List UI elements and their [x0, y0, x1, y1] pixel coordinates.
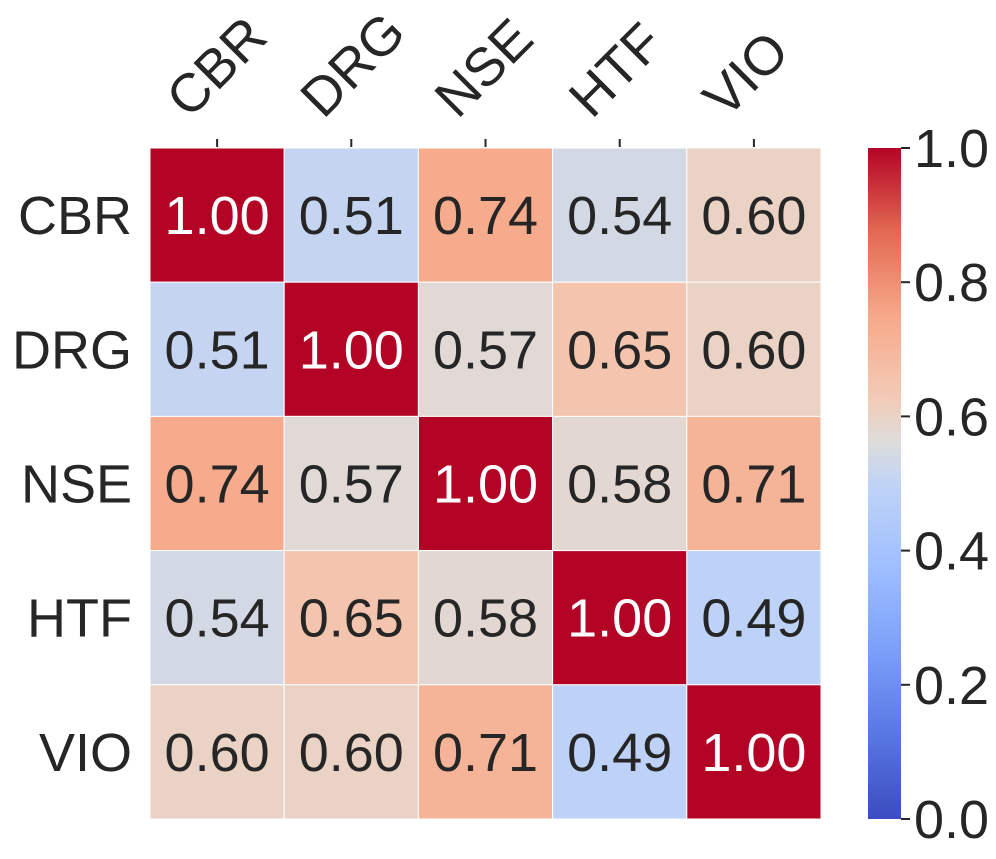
heatmap-cell — [686, 147, 822, 283]
x-tick-label: CBR — [155, 5, 278, 128]
cell-value-label: 0.60 — [701, 186, 806, 246]
heatmap-cell — [686, 415, 822, 552]
heatmap-cell — [149, 281, 285, 417]
heatmap-cell — [283, 684, 419, 820]
heatmap-cell — [283, 415, 419, 552]
x-tick-label: DRG — [289, 1, 416, 128]
heatmap-cell — [417, 684, 554, 820]
cell-value-label: 0.58 — [567, 455, 672, 515]
heatmap-cell — [686, 281, 822, 417]
cell-value-label: 1.00 — [165, 186, 270, 246]
colorbar-tick-label: 1.0 — [914, 119, 989, 179]
colorbar-tick-label: 0.0 — [914, 790, 989, 850]
heatmap-cell — [149, 684, 285, 820]
heatmap-cell — [283, 147, 419, 283]
y-tick-label: HTF — [27, 589, 132, 649]
x-axis: CBR DRG NSE HTF VIO — [155, 1, 800, 147]
heatmap-cell — [283, 550, 419, 686]
cell-value-label: 0.65 — [567, 320, 672, 380]
heatmap-cell — [552, 147, 688, 283]
colorbar-tick-label: 0.6 — [914, 387, 989, 447]
cell-value-label: 0.65 — [299, 589, 404, 649]
colorbar: 0.0 0.2 0.4 0.6 0.8 1.0 — [868, 119, 989, 850]
heatmap-cell — [686, 684, 822, 820]
cell-value-label: 0.60 — [165, 723, 270, 783]
cell-value-label: 0.54 — [165, 589, 270, 649]
colorbar-gradient — [868, 148, 901, 819]
heatmap-cell — [552, 415, 688, 552]
y-tick-label: VIO — [39, 723, 132, 783]
cell-value-label: 1.00 — [701, 723, 806, 783]
cell-value-label: 0.57 — [299, 455, 404, 515]
cell-value-label: 1.00 — [299, 320, 404, 380]
heatmap-cell — [417, 415, 554, 552]
heatmap-cell — [417, 281, 554, 417]
heatmap-cells: 1.00 0.51 0.74 0.54 0.60 0.51 1.00 0.57 0.65 0.60… — [149, 147, 822, 820]
cell-value-label: 0.49 — [701, 589, 806, 649]
cell-value-label: 0.71 — [433, 723, 538, 783]
x-tick-label: NSE — [424, 8, 545, 129]
x-tick-label: VIO — [692, 20, 800, 128]
heatmap-cell — [417, 550, 554, 686]
y-tick-label: DRG — [12, 320, 132, 380]
y-tick-label: NSE — [21, 455, 132, 515]
cell-value-label: 0.60 — [299, 723, 404, 783]
y-axis: CBR DRG NSE HTF VIO — [12, 186, 132, 783]
cell-value-label: 0.49 — [567, 723, 672, 783]
cell-value-label: 0.74 — [433, 186, 538, 246]
cell-value-label: 0.57 — [433, 320, 538, 380]
y-tick-label: CBR — [18, 186, 132, 246]
heatmap-cell — [149, 147, 285, 283]
heatmap-cell — [417, 147, 554, 283]
cell-value-label: 0.71 — [701, 455, 806, 515]
colorbar-tick-label: 0.4 — [914, 522, 989, 582]
heatmap-cell — [686, 550, 822, 686]
cell-value-label: 0.54 — [567, 186, 672, 246]
heatmap-cell — [552, 550, 688, 686]
cell-value-label: 0.74 — [165, 455, 270, 515]
heatmap-cell — [149, 550, 285, 686]
cell-value-label: 0.51 — [165, 320, 270, 380]
x-tick-label: HTF — [558, 12, 675, 129]
colorbar-tick-label: 0.2 — [914, 656, 989, 716]
cell-value-label: 0.58 — [433, 589, 538, 649]
colorbar-tick-label: 0.8 — [914, 253, 989, 313]
cell-value-label: 0.60 — [701, 320, 806, 380]
cell-value-label: 1.00 — [433, 455, 538, 515]
cell-value-label: 1.00 — [567, 589, 672, 649]
cell-value-label: 0.51 — [299, 186, 404, 246]
